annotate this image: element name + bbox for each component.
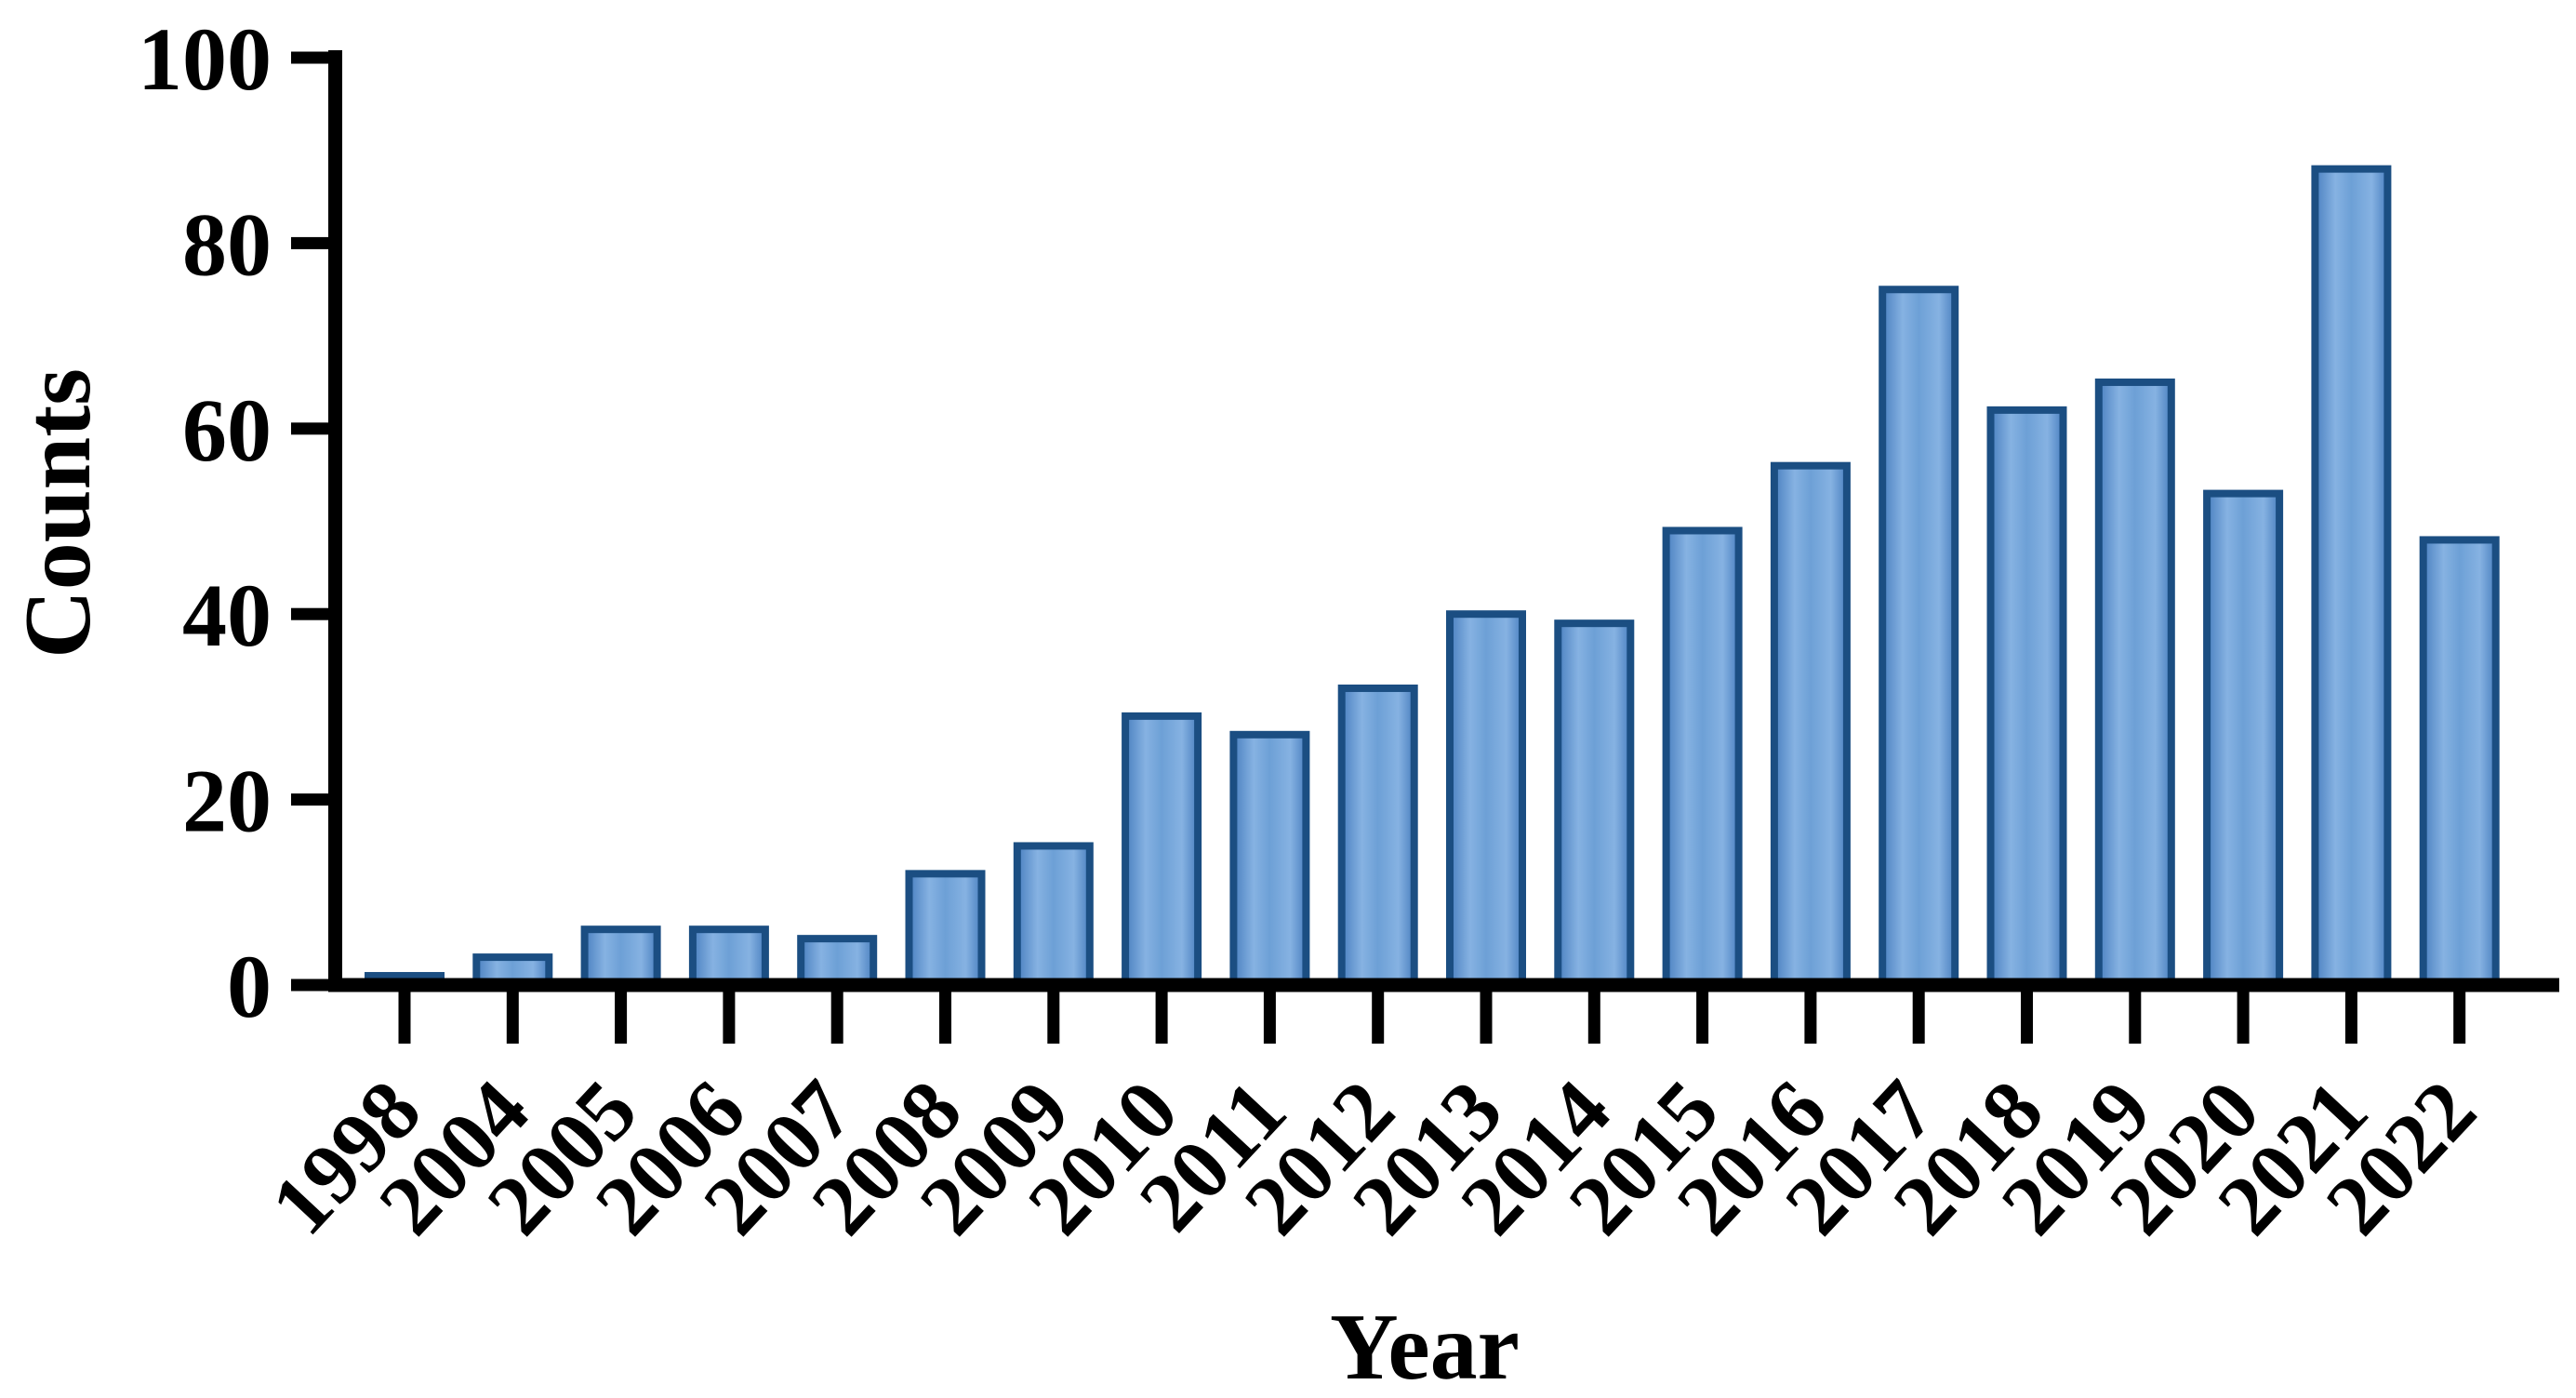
x-tick-2010 xyxy=(1155,985,1168,1044)
bar-2020 xyxy=(2203,489,2284,989)
y-axis-title: Counts xyxy=(6,368,111,659)
bar-2012 xyxy=(1337,684,1418,990)
bar-2010 xyxy=(1122,712,1202,989)
x-tick-2019 xyxy=(2129,985,2142,1044)
y-tick-40 xyxy=(291,607,328,620)
y-tick-label-0: 0 xyxy=(227,937,272,1036)
bar-2017 xyxy=(1879,286,1959,989)
y-axis-ticks: 0 20 40 60 80 100 xyxy=(138,9,328,1036)
y-tick-label-80: 80 xyxy=(182,194,272,294)
y-tick-label-20: 20 xyxy=(182,752,272,851)
bar-2022 xyxy=(2419,536,2500,989)
bar-2016 xyxy=(1770,461,1851,989)
y-tick-label-100: 100 xyxy=(138,9,272,109)
bars xyxy=(365,165,2500,990)
x-tick-2018 xyxy=(2021,985,2033,1044)
x-tick-2011 xyxy=(1263,985,1276,1044)
x-tick-2014 xyxy=(1587,985,1600,1044)
y-tick-label-40: 40 xyxy=(182,566,272,665)
y-tick-label-60: 60 xyxy=(182,380,272,480)
y-tick-100 xyxy=(291,51,328,64)
y-tick-80 xyxy=(291,236,328,249)
x-tick-2012 xyxy=(1372,985,1385,1044)
x-tick-2009 xyxy=(1047,985,1060,1044)
x-tick-2017 xyxy=(1912,985,1925,1044)
x-tick-2016 xyxy=(1804,985,1817,1044)
x-tick-2006 xyxy=(723,985,736,1044)
bar-2009 xyxy=(1013,842,1094,990)
x-axis-ticks: 1998200420052006200720082009201020112012… xyxy=(253,985,2493,1252)
x-tick-2013 xyxy=(1480,985,1493,1044)
x-tick-2021 xyxy=(2344,985,2357,1044)
x-tick-1998 xyxy=(398,985,411,1044)
bar-2021 xyxy=(2311,165,2392,989)
bar-2014 xyxy=(1554,619,1635,989)
bar-2019 xyxy=(2094,378,2175,989)
y-tick-60 xyxy=(291,422,328,435)
bar-2008 xyxy=(905,870,986,989)
x-tick-2005 xyxy=(615,985,628,1044)
x-tick-2022 xyxy=(2453,985,2466,1044)
y-tick-0 xyxy=(291,979,328,992)
bar-2006 xyxy=(688,925,769,989)
bar-2015 xyxy=(1662,526,1743,989)
bar-2011 xyxy=(1229,730,1310,989)
x-axis-title: Year xyxy=(1330,1295,1520,1398)
x-tick-2015 xyxy=(1696,985,1709,1044)
bar-2013 xyxy=(1446,610,1526,989)
y-tick-20 xyxy=(291,793,328,806)
x-tick-2020 xyxy=(2237,985,2250,1044)
axes xyxy=(328,50,2559,992)
y-axis-line xyxy=(328,50,342,992)
x-tick-2008 xyxy=(939,985,951,1044)
bar-2005 xyxy=(580,925,661,989)
x-tick-2004 xyxy=(506,985,519,1044)
x-axis-line xyxy=(328,978,2559,992)
x-tick-2007 xyxy=(830,985,843,1044)
bar-2018 xyxy=(1986,406,2067,989)
